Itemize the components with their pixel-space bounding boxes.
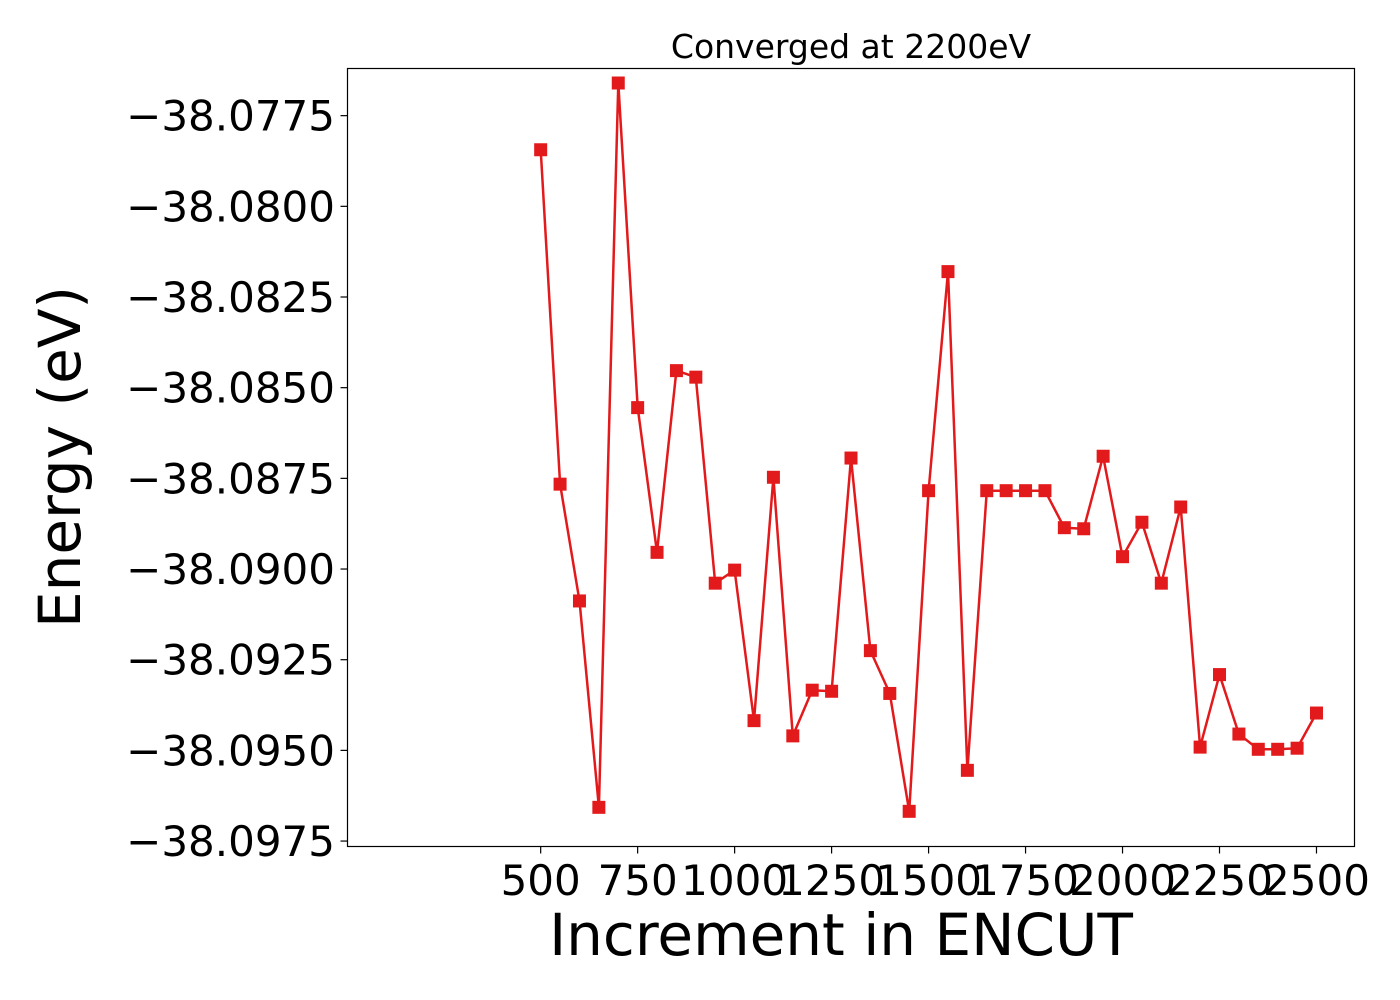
x-tick-label: 2500 [1263,856,1370,905]
data-point-marker [1057,521,1071,535]
data-point-marker [941,265,955,279]
data-point-marker [1038,484,1052,498]
data-point-marker [1096,449,1110,463]
y-tick-label: −38.0925 [126,636,335,685]
data-point-marker [902,804,916,818]
data-point-marker [1309,706,1323,720]
data-point-marker [980,484,994,498]
data-point-marker [1251,742,1265,756]
data-point-marker [883,686,897,700]
data-point-marker [1077,522,1091,536]
data-point-marker [805,683,819,697]
data-point-marker [1290,741,1304,755]
x-tick-label: 1750 [972,856,1079,905]
data-point-marker [1154,576,1168,590]
y-tick-label: −38.0800 [126,182,335,231]
data-point-marker [1271,742,1285,756]
y-tick-label: −38.0950 [126,726,335,775]
data-point-marker [825,684,839,698]
x-tick-label: 2250 [1166,856,1273,905]
x-tick-label: 1000 [681,856,788,905]
data-point-marker [844,451,858,465]
data-point-marker [631,401,645,415]
x-tick-label: 500 [501,856,581,905]
data-point-marker [1213,668,1227,682]
data-point-marker [766,470,780,484]
plot-area-frame [346,67,1356,848]
data-point-marker [553,477,567,491]
y-axis-label: Energy (eV) [26,286,94,628]
data-point-marker [1019,484,1033,498]
data-point-marker [786,729,800,743]
data-point-marker [1193,740,1207,754]
data-point-marker [650,545,664,559]
data-point-marker [728,563,742,577]
data-point-marker [592,800,606,814]
y-tick-label: −38.0775 [126,92,335,141]
data-point-marker [922,484,936,498]
data-point-marker [534,143,548,157]
chart-title: Converged at 2200eV [671,27,1032,66]
data-point-marker [611,76,625,90]
series-line [539,81,1318,813]
x-tick-label: 2000 [1069,856,1176,905]
y-tick-label: −38.0875 [126,454,335,503]
data-point-marker [1116,550,1130,564]
y-tick-label: −38.0825 [126,273,335,322]
data-point-marker [960,763,974,777]
y-tick-label: −38.0900 [126,545,335,594]
x-axis-label: Increment in ENCUT [549,901,1133,969]
data-point-marker [747,714,761,728]
data-point-marker [689,370,703,384]
data-point-marker [1135,515,1149,529]
data-point-marker [999,484,1013,498]
data-point-marker [669,364,683,378]
x-tick-label: 750 [598,856,678,905]
x-tick-label: 1250 [778,856,885,905]
data-point-marker [1174,500,1188,514]
data-point-marker [1232,727,1246,741]
x-tick-label: 1500 [875,856,982,905]
data-point-marker [572,594,586,608]
data-point-marker [863,644,877,658]
y-tick-label: −38.0850 [126,364,335,413]
data-point-marker [708,576,722,590]
y-tick-label: −38.0975 [126,817,335,866]
data-series [534,76,1323,818]
